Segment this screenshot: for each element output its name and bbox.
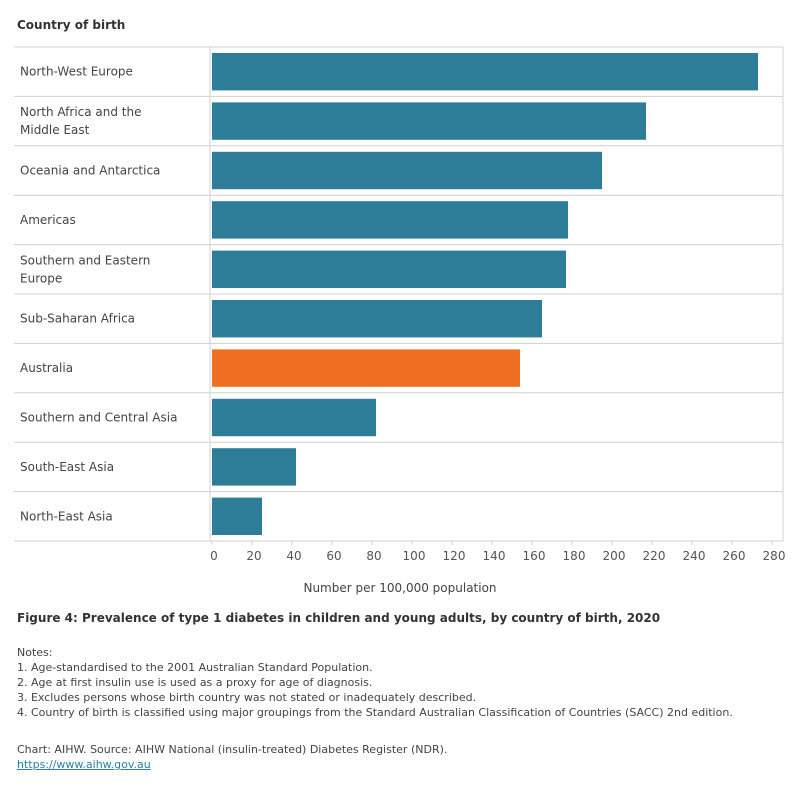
source: Chart: AIHW. Source: AIHW National (insu… (17, 742, 447, 772)
x-tick-label: 260 (723, 549, 746, 563)
x-tick-label: 60 (326, 549, 341, 563)
bar-sub-saharan-africa (212, 300, 542, 338)
note-4: 4. Country of birth is classified using … (17, 706, 733, 719)
x-tick-label: 80 (366, 549, 381, 563)
x-tick-label: 0 (210, 549, 218, 563)
bar-north-east-asia (212, 497, 262, 535)
source-text: Chart: AIHW. Source: AIHW National (insu… (17, 743, 448, 756)
bar-north-west-europe (212, 53, 758, 91)
bar-southern-and-central-asia (212, 398, 376, 437)
bar-americas (212, 201, 568, 239)
bar-chart: North-West Europe North Africa and the Mid… (14, 46, 786, 595)
category-label: Australia (20, 361, 73, 375)
note-2: 2. Age at first insulin use is used as a… (17, 676, 373, 689)
x-tick-label: 100 (403, 549, 426, 563)
x-axis-label: Number per 100,000 population (303, 581, 496, 595)
note-1: 1. Age-standardised to the 2001 Australi… (17, 661, 373, 674)
x-tick-label: 200 (603, 549, 626, 563)
x-tick-label: 240 (683, 549, 706, 563)
category-label: South-East Asia (20, 460, 114, 474)
figure-caption: Figure 4: Prevalence of type 1 diabetes … (17, 611, 661, 625)
bar-north-africa-and-the-middle-east (212, 102, 646, 140)
bar-southern-and-eastern-europe (212, 250, 566, 288)
x-tick-label: 280 (763, 549, 786, 563)
x-tick-label: 40 (286, 549, 301, 563)
x-tick-label: 20 (246, 549, 261, 563)
category-label: Oceania and Antarctica (20, 164, 160, 178)
x-tick-label: 160 (523, 549, 546, 563)
x-tick-label: 120 (443, 549, 466, 563)
aihw-link[interactable]: https://www.aihw.gov.au (17, 758, 151, 771)
category-label: Southern and Eastern Europe (20, 253, 150, 285)
bar-oceania-and-antarctica (212, 151, 602, 190)
notes-title: Notes: (17, 646, 53, 659)
category-label: Southern and Central Asia (20, 411, 177, 425)
x-tick-label: 140 (483, 549, 506, 563)
category-label: Sub-Saharan Africa (20, 312, 135, 326)
category-label: North-West Europe (20, 65, 133, 79)
category-label: North-East Asia (20, 509, 113, 523)
x-tick-label: 180 (563, 549, 586, 563)
note-3: 3. Excludes persons whose birth country … (17, 691, 477, 704)
category-label: Americas (20, 213, 76, 227)
x-tick-label: 220 (643, 549, 666, 563)
bar-australia (212, 349, 520, 387)
column-header: Country of birth (17, 18, 126, 32)
bar-south-east-asia (212, 448, 296, 486)
category-label: North Africa and the Middle East (20, 105, 142, 137)
notes: Notes: 1. Age-standardised to the 2001 A… (17, 645, 733, 720)
